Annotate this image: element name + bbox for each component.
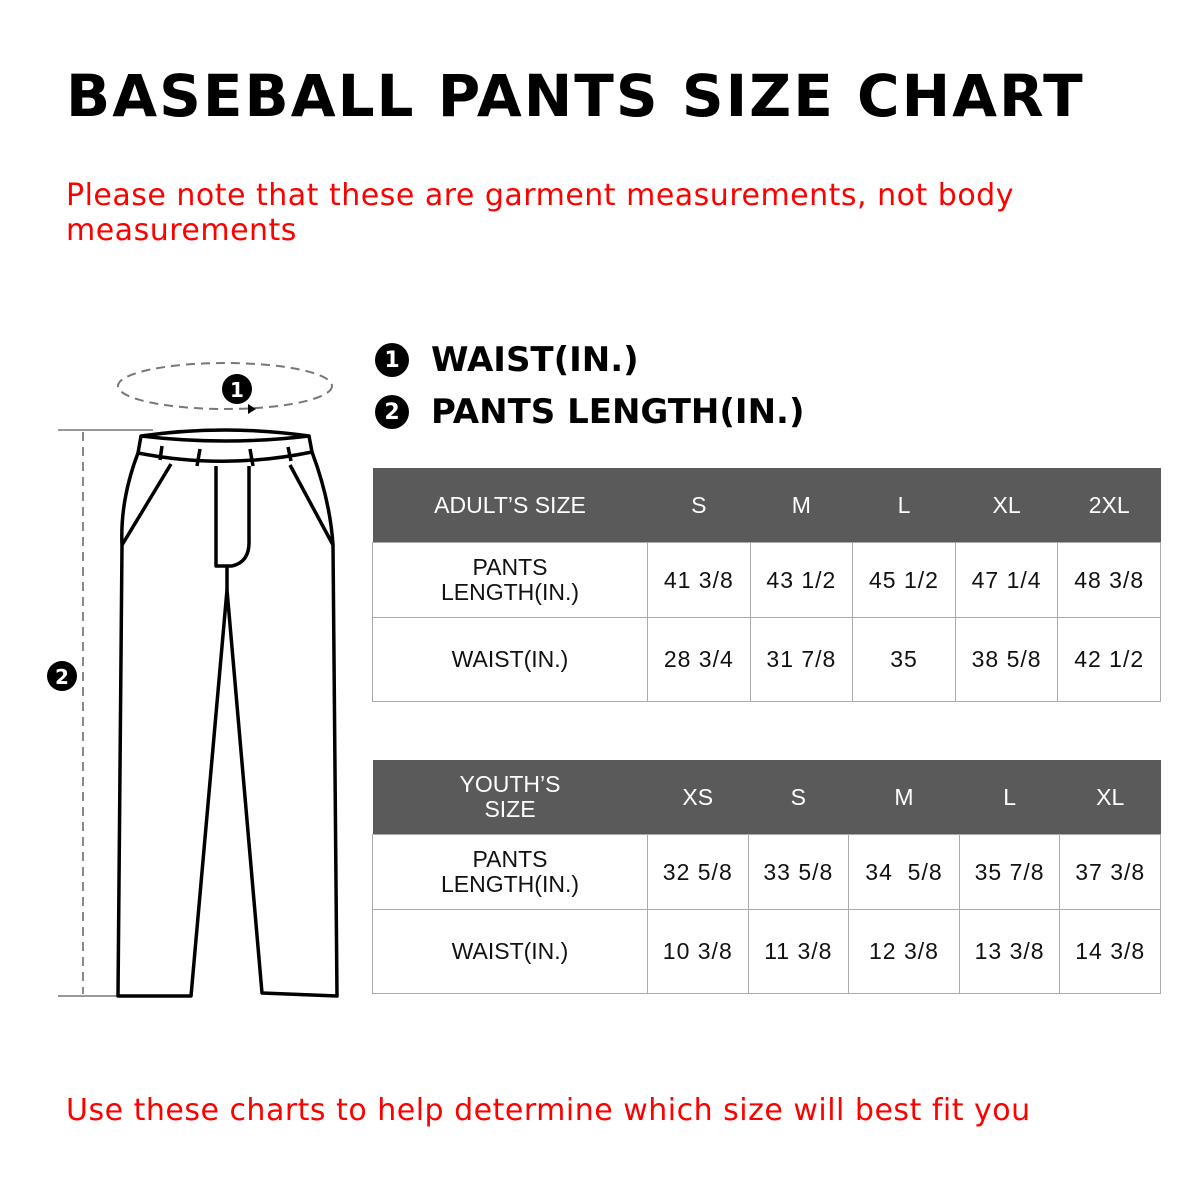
table-row: WAIST(IN.) 28 3/4 31 7/8 35 38 5/8 42 1/… — [372, 617, 1161, 702]
cell: 32 5/8 — [647, 834, 749, 910]
cell: 41 3/8 — [647, 542, 751, 618]
size-col: L — [852, 468, 956, 543]
footer-note: Use these charts to help determine which… — [66, 1093, 1031, 1128]
size-col: S — [647, 468, 751, 543]
size-col: M — [750, 468, 853, 543]
cell: 31 7/8 — [749, 617, 854, 702]
adult-size-header: ADULT’S SIZE — [372, 468, 648, 543]
row-label: WAIST(IN.) — [372, 617, 648, 702]
number-1-icon: 1 — [375, 343, 409, 377]
arrow-icon — [248, 404, 256, 414]
legend-waist: 1 WAIST(IN.) — [375, 340, 639, 380]
cell: 47 1/4 — [954, 542, 1059, 618]
youth-size-table: YOUTH’S SIZE XS S M L XL PANTS LENGTH(IN… — [372, 760, 1161, 994]
size-col: XL — [955, 468, 1058, 543]
cell: 42 1/2 — [1057, 617, 1161, 702]
size-col: 2XL — [1057, 468, 1161, 543]
size-col: XS — [647, 760, 749, 835]
size-col: S — [748, 760, 849, 835]
table-header-row: ADULT’S SIZE S M L XL 2XL — [372, 468, 1161, 543]
size-col: L — [959, 760, 1060, 835]
size-col: XL — [1059, 760, 1161, 835]
cell: 10 3/8 — [647, 909, 749, 994]
adult-size-table: ADULT’S SIZE S M L XL 2XL PANTS LENGTH(I… — [372, 468, 1161, 702]
cell: 37 3/8 — [1059, 834, 1161, 910]
cell: 34 5/8 — [848, 834, 960, 910]
garment-note: Please note that these are garment measu… — [66, 178, 1014, 248]
cell: 33 5/8 — [747, 834, 850, 910]
cell: 38 5/8 — [954, 617, 1059, 702]
cell: 14 3/8 — [1059, 909, 1161, 994]
cell: 11 3/8 — [747, 909, 850, 994]
length-number-badge — [47, 661, 77, 691]
cell: 35 — [852, 617, 956, 702]
waist-number-badge — [222, 374, 252, 404]
waist-measure-ellipse — [117, 362, 333, 410]
size-col: M — [848, 760, 960, 835]
cell: 28 3/4 — [647, 617, 751, 702]
page-title: BASEBALL PANTS SIZE CHART — [66, 62, 1085, 130]
cell: 48 3/8 — [1057, 542, 1161, 618]
cell: 13 3/8 — [958, 909, 1061, 994]
cell: 35 7/8 — [958, 834, 1061, 910]
pants-diagram: 1 2 — [47, 362, 339, 998]
legend-length-label: PANTS LENGTH(IN.) — [431, 392, 805, 432]
waist-number: 1 — [230, 378, 244, 402]
cell: 12 3/8 — [848, 909, 960, 994]
number-2-icon: 2 — [375, 395, 409, 429]
legend-waist-label: WAIST(IN.) — [431, 340, 639, 380]
table-row: PANTS LENGTH(IN.) 41 3/8 43 1/2 45 1/2 4… — [372, 542, 1161, 618]
length-number: 2 — [55, 665, 69, 689]
table-row: WAIST(IN.) 10 3/8 11 3/8 12 3/8 13 3/8 1… — [372, 909, 1161, 994]
cell: 43 1/2 — [749, 542, 854, 618]
table-header-row: YOUTH’S SIZE XS S M L XL — [372, 760, 1161, 835]
legend-length: 2 PANTS LENGTH(IN.) — [375, 392, 805, 432]
table-row: PANTS LENGTH(IN.) 32 5/8 33 5/8 34 5/8 3… — [372, 834, 1161, 910]
cell: 45 1/2 — [852, 542, 956, 618]
row-label: PANTS LENGTH(IN.) — [372, 542, 648, 618]
youth-size-header: YOUTH’S SIZE — [372, 760, 648, 835]
row-label: PANTS LENGTH(IN.) — [372, 834, 648, 910]
row-label: WAIST(IN.) — [372, 909, 648, 994]
